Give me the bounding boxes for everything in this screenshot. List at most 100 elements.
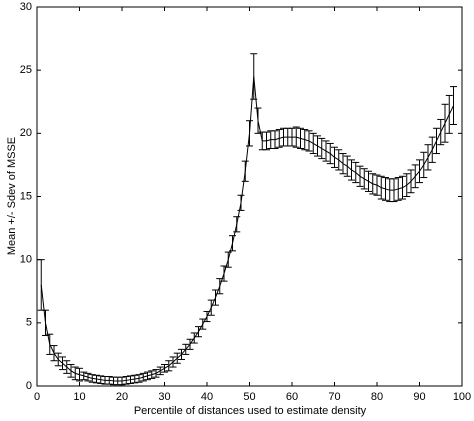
error-bar <box>237 194 245 211</box>
x-tick-label: 60 <box>286 391 298 403</box>
error-bar <box>76 367 83 382</box>
error-bar <box>318 137 326 160</box>
error-bar <box>365 170 372 192</box>
x-tick-label: 100 <box>453 391 471 403</box>
x-tick-label: 20 <box>116 391 128 403</box>
error-bar <box>373 174 381 196</box>
error-bar <box>161 364 168 373</box>
error-bar <box>352 161 360 184</box>
error-bar <box>407 169 415 194</box>
error-bar <box>314 135 321 157</box>
error-bar <box>403 173 411 197</box>
error-bar <box>331 146 338 168</box>
x-axis-label: Percentile of distances used to estimate… <box>134 405 367 417</box>
error-bar <box>131 374 139 384</box>
error-bar <box>224 251 232 268</box>
error-bar <box>241 160 249 182</box>
x-tick-label: 40 <box>201 391 213 403</box>
error-bar <box>343 155 351 177</box>
error-bar <box>152 369 160 378</box>
x-tick-label: 50 <box>243 391 255 403</box>
error-bar <box>301 129 309 151</box>
error-bar <box>59 356 66 371</box>
error-bar <box>203 310 211 323</box>
error-bar <box>186 338 194 350</box>
error-bar <box>105 376 113 385</box>
error-bar <box>250 53 258 100</box>
error-bar <box>288 127 296 147</box>
error-bar <box>97 375 105 384</box>
error-bar <box>369 173 377 195</box>
data-line <box>40 76 454 382</box>
error-bar <box>88 374 96 383</box>
error-bar <box>63 360 71 374</box>
error-bar <box>139 372 147 382</box>
error-bar <box>71 366 79 381</box>
x-tick-label: 80 <box>371 391 383 403</box>
error-bar <box>173 352 181 364</box>
x-tick-label: 0 <box>34 391 40 403</box>
error-bar <box>246 120 253 147</box>
error-bar <box>212 289 219 306</box>
error-bar <box>207 299 215 316</box>
error-bar <box>229 235 236 252</box>
error-bar <box>50 345 58 362</box>
error-bar <box>271 130 279 149</box>
y-tick-label: 30 <box>20 1 32 13</box>
error-bar <box>450 86 457 125</box>
error-bar <box>348 159 355 181</box>
error-bar <box>377 175 385 200</box>
x-tick-label: 70 <box>328 391 340 403</box>
error-bar <box>233 216 241 233</box>
error-bar <box>424 144 432 171</box>
error-bar <box>437 118 445 146</box>
y-tick-label: 25 <box>20 64 32 76</box>
error-bar <box>411 164 419 189</box>
x-tick-label: 90 <box>413 391 425 403</box>
error-bar <box>305 130 313 152</box>
x-tick-label: 10 <box>73 391 85 403</box>
error-bar <box>416 159 423 184</box>
error-bar <box>275 129 283 148</box>
error-bar <box>127 375 134 384</box>
error-bar <box>190 332 198 344</box>
error-bar <box>254 107 262 134</box>
error-bar <box>135 374 143 383</box>
y-tick-label: 5 <box>26 317 32 329</box>
error-bar <box>441 103 449 143</box>
error-bar <box>390 178 398 203</box>
x-tick-label: 30 <box>158 391 170 403</box>
error-bar <box>93 374 100 384</box>
error-bar <box>356 165 364 187</box>
error-bar <box>335 149 343 171</box>
y-axis-label: Mean +/- Sdev of MSSE <box>6 137 18 255</box>
error-bar <box>339 153 347 175</box>
error-bar <box>144 371 151 381</box>
error-bar <box>148 370 156 379</box>
error-bar <box>169 356 177 368</box>
error-bar <box>54 352 62 367</box>
error-bar <box>445 94 453 134</box>
error-bar <box>220 265 228 282</box>
error-bar <box>326 142 334 165</box>
y-tick-label: 20 <box>20 127 32 139</box>
error-bar <box>394 177 402 201</box>
error-bar <box>420 151 428 179</box>
error-bar <box>309 132 317 155</box>
error-bar <box>428 136 436 163</box>
error-bar <box>199 318 207 330</box>
error-bar <box>46 333 54 355</box>
error-bar <box>42 309 49 336</box>
y-tick-label: 10 <box>20 254 32 266</box>
error-bar <box>118 376 126 386</box>
error-bar <box>360 168 368 190</box>
error-bar <box>263 131 270 151</box>
error-bar <box>182 343 190 355</box>
error-bar <box>297 127 304 149</box>
error-bar <box>122 376 130 385</box>
error-bar <box>178 348 185 360</box>
y-tick-label: 0 <box>26 380 32 392</box>
error-bar <box>156 366 164 376</box>
error-bar <box>382 177 389 201</box>
